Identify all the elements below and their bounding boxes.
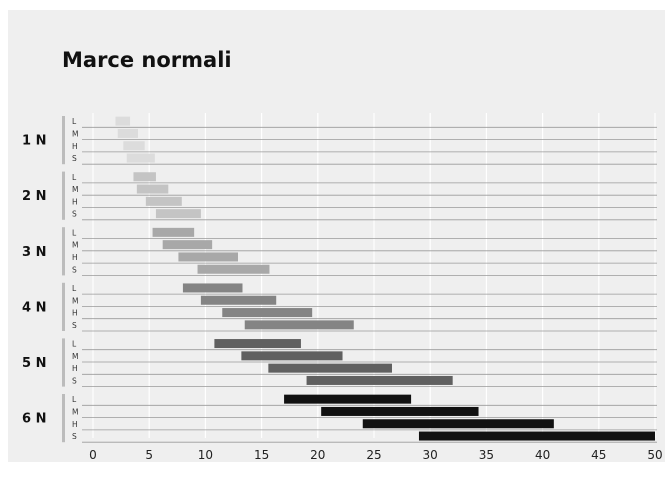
range-bar — [155, 209, 201, 219]
x-tick-label: 35 — [479, 448, 494, 462]
row-label: L — [72, 340, 77, 349]
row-label: H — [72, 309, 78, 318]
range-bar — [123, 141, 145, 151]
range-bar — [145, 196, 182, 206]
group-bracket — [62, 338, 65, 387]
range-bar — [268, 363, 392, 373]
row-label: M — [72, 129, 78, 138]
row-label: L — [72, 284, 77, 293]
chart-title: Marce normali — [62, 48, 232, 72]
row-label: M — [72, 185, 78, 194]
range-bar — [182, 283, 243, 293]
row-label: H — [72, 253, 78, 262]
row-label: S — [72, 210, 77, 219]
row-label: S — [72, 321, 77, 330]
range-bar — [244, 320, 354, 330]
x-tick-label: 0 — [89, 448, 97, 462]
row-label: L — [72, 395, 77, 404]
group-bracket — [62, 282, 65, 331]
gear-label: 5 N — [22, 356, 46, 371]
gear-label: 3 N — [22, 245, 46, 260]
row-label: M — [72, 407, 78, 416]
row-label: H — [72, 197, 78, 206]
row-label: M — [72, 241, 78, 250]
group-bracket — [62, 171, 65, 220]
group-bracket — [62, 227, 65, 276]
range-bar — [115, 116, 131, 126]
range-bar — [126, 153, 155, 163]
range-bar — [418, 431, 655, 441]
x-tick-label: 30 — [423, 448, 438, 462]
x-tick-label: 5 — [145, 448, 153, 462]
group-bracket — [62, 394, 65, 443]
range-bar — [214, 339, 301, 349]
row-label: H — [72, 142, 78, 151]
range-bar — [284, 394, 412, 404]
row-label: H — [72, 364, 78, 373]
row-label: L — [72, 228, 77, 237]
range-bar — [306, 375, 453, 385]
x-tick-label: 15 — [254, 448, 269, 462]
range-bar — [197, 264, 270, 274]
row-label: L — [72, 117, 77, 126]
range-bar — [133, 172, 156, 182]
gear-label: 4 N — [22, 300, 46, 315]
gear-label: 1 N — [22, 134, 46, 149]
range-bar — [241, 351, 343, 361]
row-label: L — [72, 173, 77, 182]
row-label: M — [72, 352, 78, 361]
range-bar — [152, 227, 195, 237]
x-tick-label: 45 — [591, 448, 606, 462]
row-label: S — [72, 432, 77, 441]
gear-label: 6 N — [22, 412, 46, 427]
range-bar — [200, 295, 277, 305]
range-bar — [136, 184, 169, 194]
row-label: S — [72, 376, 77, 385]
group-bracket — [62, 116, 65, 165]
row-label: H — [72, 420, 78, 429]
row-label: S — [72, 265, 77, 274]
range-bar — [222, 308, 313, 318]
range-bar — [162, 240, 213, 250]
x-tick-label: 25 — [366, 448, 381, 462]
gear-label: 2 N — [22, 189, 46, 204]
x-tick-label: 10 — [198, 448, 213, 462]
range-bar — [362, 419, 554, 429]
row-label: S — [72, 154, 77, 163]
x-tick-label: 40 — [535, 448, 550, 462]
row-label: M — [72, 296, 78, 305]
x-tick-label: 50 — [647, 448, 662, 462]
range-bar — [321, 406, 479, 416]
range-bar — [178, 252, 238, 262]
range-bar — [117, 128, 138, 138]
x-tick-label: 20 — [310, 448, 325, 462]
